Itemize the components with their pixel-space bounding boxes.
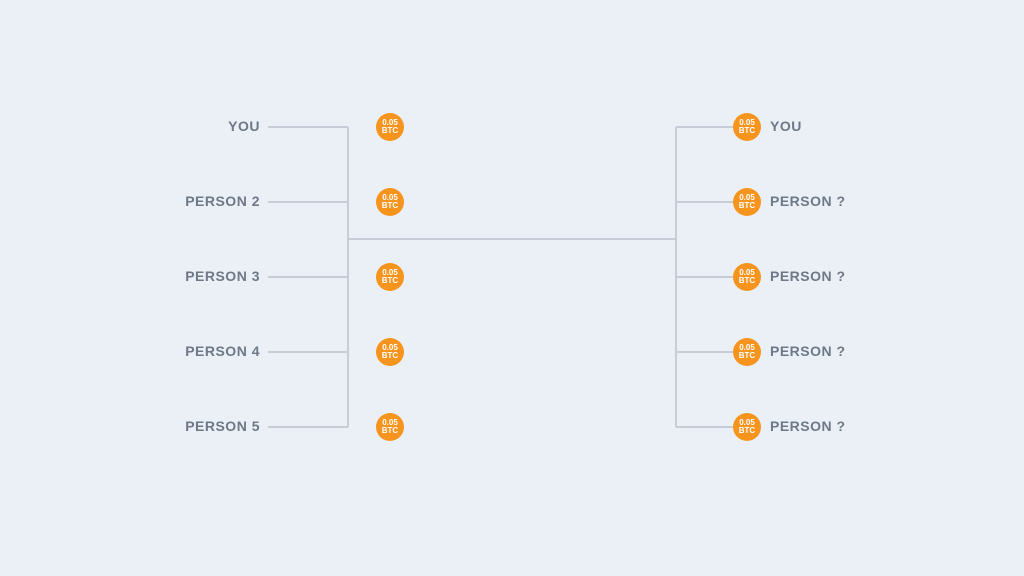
right-label-1: PERSON ?: [770, 193, 846, 209]
right-coin-3: 0.05BTC: [733, 338, 761, 366]
coin-unit: BTC: [739, 352, 755, 360]
coin-unit: BTC: [382, 427, 398, 435]
left-label-0: YOU: [228, 118, 260, 134]
right-label-0: YOU: [770, 118, 802, 134]
diagram-svg: [0, 0, 1024, 576]
coin-unit: BTC: [382, 352, 398, 360]
coin-unit: BTC: [739, 427, 755, 435]
coin-unit: BTC: [382, 277, 398, 285]
coin-unit: BTC: [739, 277, 755, 285]
right-label-3: PERSON ?: [770, 343, 846, 359]
coin-unit: BTC: [739, 202, 755, 210]
coin-unit: BTC: [382, 127, 398, 135]
left-coin-2: 0.05BTC: [376, 263, 404, 291]
left-label-2: PERSON 3: [185, 268, 260, 284]
coin-unit: BTC: [739, 127, 755, 135]
mixing-diagram: YOU 0.05BTC 0.05BTC YOU PERSON 2 0.05BTC 0.05B…: [0, 0, 1024, 576]
right-label-2: PERSON ?: [770, 268, 846, 284]
right-coin-1: 0.05BTC: [733, 188, 761, 216]
left-label-3: PERSON 4: [185, 343, 260, 359]
left-label-4: PERSON 5: [185, 418, 260, 434]
left-coin-4: 0.05BTC: [376, 413, 404, 441]
left-label-1: PERSON 2: [185, 193, 260, 209]
left-coin-1: 0.05BTC: [376, 188, 404, 216]
right-coin-0: 0.05BTC: [733, 113, 761, 141]
left-coin-0: 0.05BTC: [376, 113, 404, 141]
coin-unit: BTC: [382, 202, 398, 210]
right-coin-2: 0.05BTC: [733, 263, 761, 291]
left-coin-3: 0.05BTC: [376, 338, 404, 366]
right-label-4: PERSON ?: [770, 418, 846, 434]
right-coin-4: 0.05BTC: [733, 413, 761, 441]
